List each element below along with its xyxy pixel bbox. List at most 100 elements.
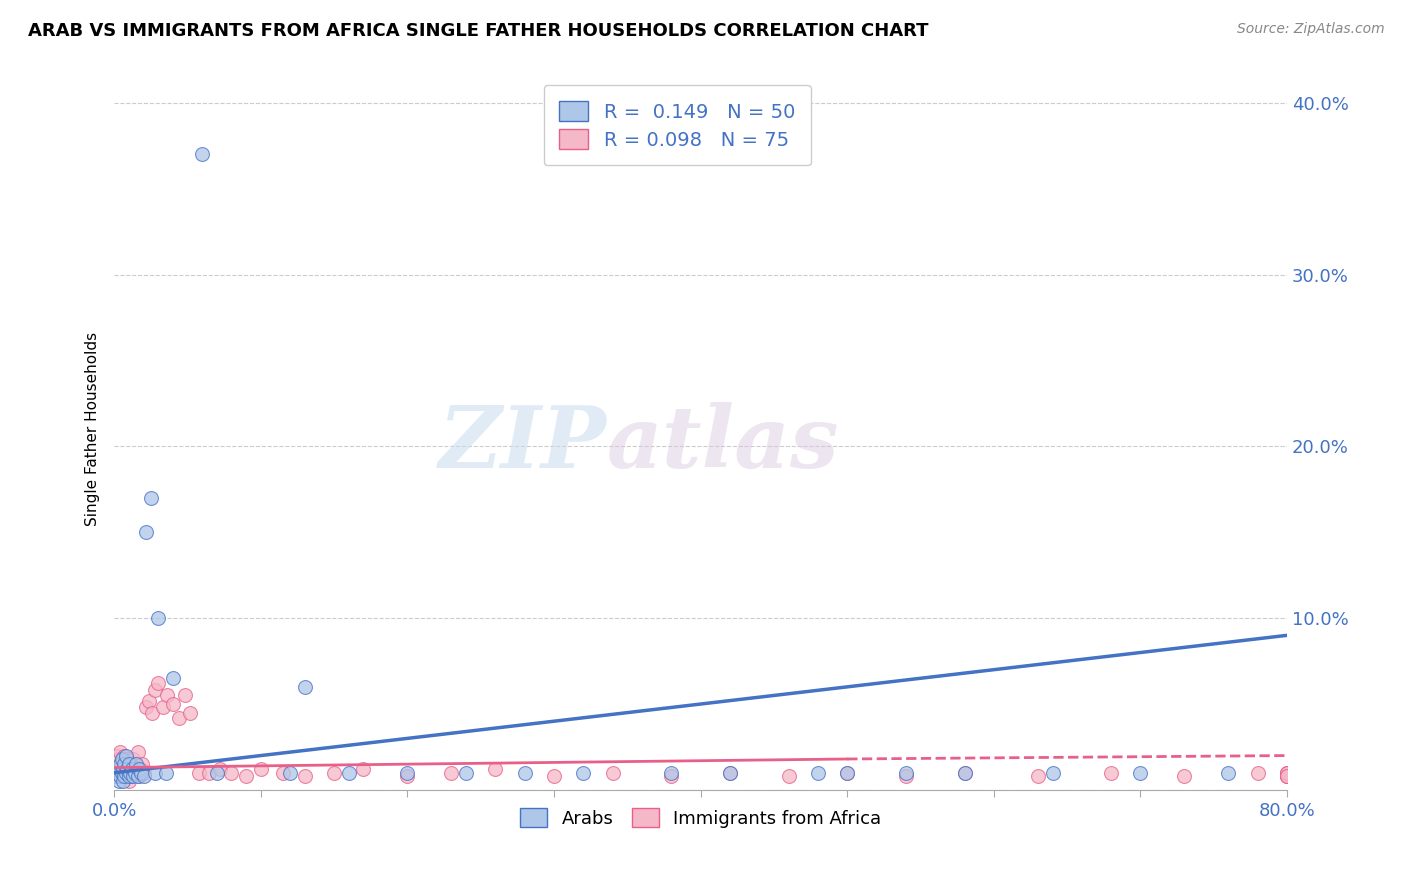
Point (124, 762, 146, 776)
Point (110, 757, 132, 772)
Point (135, 700, 157, 714)
Point (271, 765, 294, 780)
Point (1099, 765, 1122, 780)
Point (105, 748, 128, 763)
Point (953, 765, 976, 780)
Point (117, 765, 139, 780)
Point (127, 769, 149, 783)
Point (117, 752, 139, 766)
Point (127, 745, 149, 759)
Point (208, 762, 231, 776)
Point (132, 765, 155, 780)
Point (1026, 769, 1049, 783)
Point (125, 765, 148, 780)
Point (121, 762, 143, 776)
Text: atlas: atlas (607, 402, 839, 485)
Point (111, 774, 134, 789)
Point (108, 769, 131, 783)
Text: Source: ZipAtlas.com: Source: ZipAtlas.com (1237, 22, 1385, 37)
Point (121, 765, 143, 780)
Point (718, 765, 741, 780)
Point (111, 752, 134, 766)
Point (117, 762, 139, 776)
Point (179, 706, 201, 720)
Point (221, 765, 243, 780)
Point (122, 769, 145, 783)
Point (1275, 765, 1298, 780)
Point (146, 611, 169, 625)
Point (125, 757, 148, 772)
Point (188, 765, 211, 780)
Point (162, 671, 184, 685)
Point (162, 697, 184, 711)
Point (396, 765, 419, 780)
Point (778, 769, 800, 783)
Point (114, 762, 136, 776)
Text: ZIP: ZIP (439, 402, 607, 485)
Point (128, 769, 150, 783)
Y-axis label: Single Father Households: Single Father Households (86, 332, 100, 526)
Point (114, 769, 136, 783)
Point (107, 752, 129, 766)
Point (337, 765, 360, 780)
Point (122, 752, 145, 766)
Point (837, 765, 859, 780)
Point (278, 765, 301, 780)
Point (124, 765, 146, 780)
Point (128, 762, 150, 776)
Point (513, 765, 536, 780)
Point (114, 748, 136, 763)
Point (110, 769, 132, 783)
Point (120, 765, 142, 780)
Point (107, 762, 129, 776)
Point (294, 680, 316, 694)
Point (894, 769, 917, 783)
Point (352, 762, 374, 776)
Point (323, 765, 346, 780)
Point (1275, 769, 1298, 783)
Point (659, 769, 682, 783)
Point (1247, 765, 1270, 780)
Point (235, 769, 257, 783)
Point (115, 765, 138, 780)
Point (143, 765, 166, 780)
Point (115, 769, 138, 783)
Point (115, 748, 138, 763)
Point (718, 765, 741, 780)
Point (138, 693, 160, 707)
Point (807, 765, 830, 780)
Point (115, 757, 138, 772)
Point (205, 765, 228, 780)
Point (894, 765, 917, 780)
Point (110, 752, 132, 766)
Point (454, 765, 477, 780)
Point (132, 769, 155, 783)
Point (118, 757, 141, 772)
Point (198, 765, 221, 780)
Point (837, 765, 859, 780)
Point (1218, 765, 1240, 780)
Point (953, 765, 976, 780)
Point (104, 765, 127, 780)
Point (111, 765, 134, 780)
Point (1173, 769, 1195, 783)
Point (108, 757, 131, 772)
Point (107, 762, 129, 776)
Point (120, 769, 142, 783)
Point (129, 762, 152, 776)
Point (294, 769, 316, 783)
Point (118, 774, 141, 789)
Text: ARAB VS IMMIGRANTS FROM AFRICA SINGLE FATHER HOUSEHOLDS CORRELATION CHART: ARAB VS IMMIGRANTS FROM AFRICA SINGLE FA… (28, 22, 928, 40)
Point (108, 745, 131, 759)
Point (111, 762, 134, 776)
Point (1275, 765, 1298, 780)
Point (156, 689, 179, 703)
Point (167, 711, 190, 725)
Point (173, 689, 195, 703)
Point (191, 147, 214, 161)
Point (129, 765, 152, 780)
Point (139, 491, 162, 505)
Point (1275, 769, 1298, 783)
Point (105, 765, 128, 780)
Point (1129, 765, 1152, 780)
